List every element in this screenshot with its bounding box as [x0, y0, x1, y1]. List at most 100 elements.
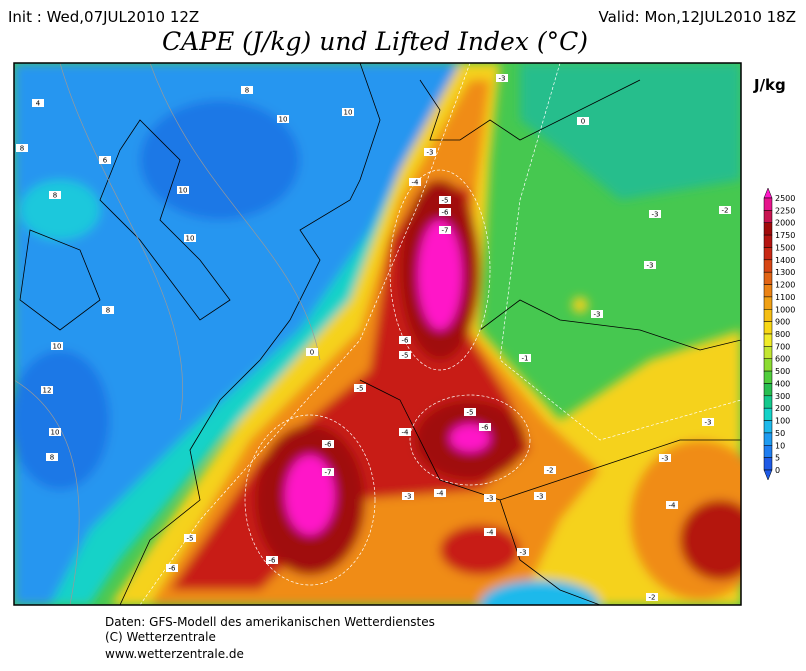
contour-label: -3	[594, 311, 601, 319]
contour-label: -3	[652, 211, 659, 219]
contour-label: -5	[402, 352, 409, 360]
color-bar-band	[763, 247, 773, 261]
contour-label: -2	[722, 207, 729, 215]
contour-label-box	[424, 148, 436, 156]
contour-label: -5	[442, 197, 449, 205]
color-bar-label: 900	[775, 318, 790, 327]
contour-label-box	[354, 384, 366, 392]
contour-label: -6	[482, 424, 490, 432]
contour-label: 8	[50, 454, 54, 462]
contour-label: -4	[669, 502, 677, 510]
contour-label-box	[102, 306, 114, 314]
color-bar-band	[763, 445, 773, 458]
contour-label-box	[544, 466, 556, 474]
contour-label: 6	[103, 157, 108, 165]
map-frame	[13, 62, 742, 606]
contour-label-box	[399, 428, 411, 436]
color-bar-label: 100	[775, 417, 790, 426]
contour-label: 8	[20, 145, 24, 153]
color-bar-band	[763, 259, 773, 273]
contour-label: -7	[325, 469, 332, 477]
color-bar-band	[763, 358, 773, 372]
contour-label-box	[666, 501, 678, 509]
color-bar-label: 500	[775, 367, 790, 376]
contour-label: -4	[487, 529, 495, 537]
contour-label-box	[591, 310, 603, 318]
contour-label-box	[51, 342, 63, 350]
contour-label-box	[402, 492, 414, 500]
contour-label-box	[32, 99, 44, 107]
color-bar-band	[763, 321, 773, 335]
color-bar-label: 700	[775, 342, 790, 351]
color-bar-label: 1400	[775, 256, 795, 265]
color-bar-label: 1500	[775, 243, 795, 252]
map-title: CAPE (J/kg) und Lifted Index (°C)	[162, 27, 588, 56]
color-bar-band	[763, 432, 773, 446]
contour-label-box	[649, 210, 661, 218]
color-bar-label: 10	[775, 441, 785, 450]
contour-label-box	[464, 408, 476, 416]
contour-label-box	[184, 234, 196, 242]
color-bar-tip	[763, 469, 773, 481]
color-bar-label: 400	[775, 379, 790, 388]
contour-label: -2	[547, 467, 554, 475]
contour-label-box	[644, 261, 656, 269]
contour-label-box	[322, 468, 334, 476]
contour-label: -3	[662, 455, 669, 463]
valid-time: Valid: Mon,12JUL2010 18Z	[598, 8, 796, 26]
contour-label-box	[241, 86, 253, 94]
contour-label-box	[277, 115, 289, 123]
color-bar-label: 50	[775, 429, 785, 438]
contour-label: -3	[487, 495, 494, 503]
contour-label-box	[646, 593, 658, 601]
contour-label: -5	[357, 385, 364, 393]
contour-label: 4	[36, 100, 41, 108]
contour-label-box	[16, 144, 28, 152]
contour-label: -3	[520, 549, 527, 557]
color-bar-label: 300	[775, 392, 790, 401]
contour-label-box	[439, 208, 451, 216]
contour-label-box	[184, 534, 196, 542]
contour-label: 0	[310, 349, 314, 357]
contour-label: 0	[581, 118, 585, 126]
color-bar-label: 2000	[775, 219, 795, 228]
color-bar-label: 1750	[775, 231, 795, 240]
contour-label-box	[46, 453, 58, 461]
contour-label-box	[434, 489, 446, 497]
contour-label-box	[322, 440, 334, 448]
color-bar-band	[763, 407, 773, 421]
contour-label: -5	[467, 409, 474, 417]
color-bar-label: 5	[775, 454, 780, 463]
contour-label: 10	[279, 116, 288, 124]
color-bar-label: 2500	[775, 194, 795, 203]
color-bar-label: 0	[775, 466, 780, 475]
color-bar-label: 1300	[775, 268, 795, 277]
color-bar-band	[763, 197, 773, 211]
contour-label-box	[409, 178, 421, 186]
contour-label: -3	[427, 149, 434, 157]
color-bar-band	[763, 346, 773, 359]
contour-label: 10	[186, 235, 195, 243]
contour-label-box	[484, 494, 496, 502]
color-bar-band	[763, 210, 773, 223]
contour-label: -3	[647, 262, 654, 270]
contour-label: -6	[325, 441, 333, 449]
contour-label-box	[479, 423, 491, 431]
color-bar-label: 1100	[775, 293, 795, 302]
contour-label: -5	[187, 535, 194, 543]
color-bar-label: 2250	[775, 206, 795, 215]
color-bar-band	[763, 271, 773, 285]
footer-line: (C) Wetterzentrale	[105, 630, 216, 644]
contour-label-box	[41, 386, 53, 394]
contour-label: 12	[43, 387, 52, 395]
map-field: -3 -3 -4 -5 -6 -7 -6 -5 -5 -4 -5 -6 -6 -7 -5 -6 -6 -3 -4 -3…	[14, 63, 741, 605]
color-bar-band	[763, 296, 773, 310]
contour-label: -6	[269, 557, 277, 565]
contour-label: -7	[442, 227, 449, 235]
contour-label-box	[439, 226, 451, 234]
color-bar-tip	[763, 187, 773, 199]
contour-label-box	[496, 74, 508, 82]
contour-label: -3	[405, 493, 412, 501]
color-bar-band	[763, 333, 773, 347]
contour-label-box	[439, 196, 451, 204]
